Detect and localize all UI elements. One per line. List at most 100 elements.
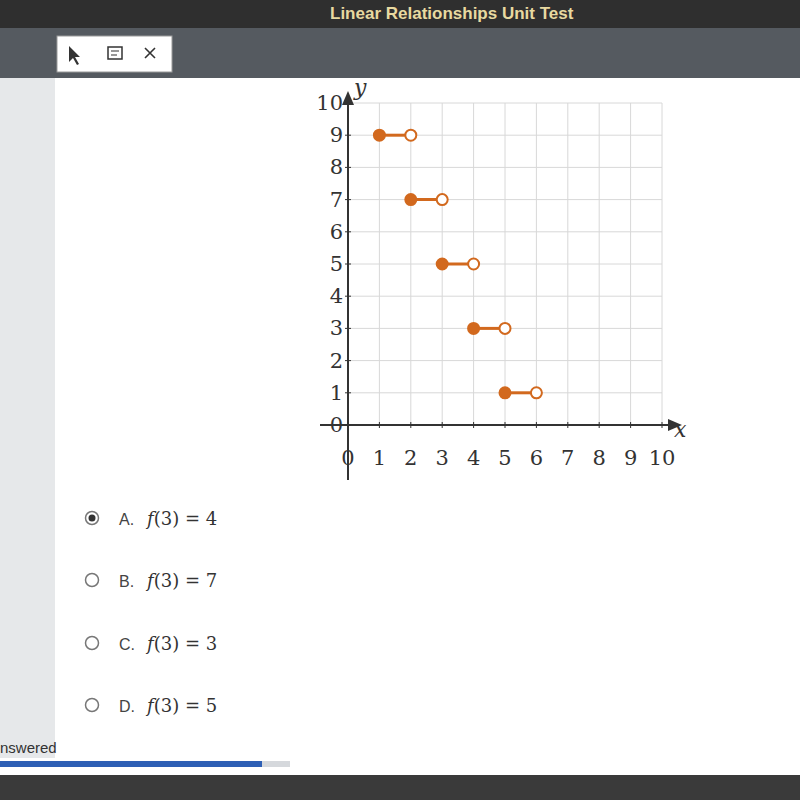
x-tick — [505, 422, 506, 428]
x-tick — [599, 422, 600, 428]
bottom-bar — [0, 775, 800, 800]
y-tick — [345, 360, 351, 361]
screen: Linear Relationships Unit Test0123456789… — [0, 0, 800, 800]
option-letter: A. — [119, 511, 134, 528]
toolbar — [0, 28, 800, 78]
x-tick — [536, 422, 537, 428]
y-tick — [345, 425, 351, 426]
y-tick-label: 2 — [330, 349, 343, 373]
y-tick-label: 0 — [330, 413, 343, 437]
x-tick-label: 6 — [530, 446, 543, 470]
option-text-part: (3) = 5 — [154, 695, 217, 716]
y-tick-label: 8 — [330, 155, 343, 179]
chart: 012345678910012345678910xy — [316, 75, 687, 480]
y-grid-line — [348, 103, 662, 104]
option-text-part: (3) = 3 — [154, 633, 217, 654]
open-dot — [405, 130, 416, 141]
y-tick-label: 1 — [330, 381, 343, 405]
y-tick-label: 4 — [330, 284, 343, 308]
closed-dot — [468, 323, 479, 334]
y-tick — [345, 231, 351, 232]
page: Linear Relationships Unit Test0123456789… — [0, 0, 800, 800]
background — [0, 0, 800, 800]
x-tick-label: 8 — [593, 446, 606, 470]
y-tick-label: 9 — [330, 123, 343, 147]
x-tick-label: 9 — [624, 446, 637, 470]
progress-track — [0, 761, 290, 767]
option-text-part: (3) = 7 — [154, 570, 217, 591]
x-tick-label: 10 — [649, 446, 676, 470]
sidebar — [0, 78, 55, 758]
x-tick — [379, 422, 380, 428]
y-grid-line — [348, 360, 662, 361]
progress-fill — [0, 761, 262, 767]
open-dot — [500, 323, 511, 334]
x-tick — [662, 422, 663, 428]
x-tick-label: 1 — [373, 446, 386, 470]
y-tick — [345, 103, 351, 104]
y-tick-label: 7 — [330, 188, 343, 212]
y-tick — [345, 264, 351, 265]
option-text: f(3) = 5 — [145, 695, 217, 716]
x-axis-label: x — [674, 417, 687, 442]
x-axis — [320, 424, 672, 426]
x-tick — [630, 422, 631, 428]
y-tick — [345, 199, 351, 200]
x-tick-label: 3 — [436, 446, 449, 470]
closed-dot — [500, 387, 511, 398]
closed-dot — [405, 194, 416, 205]
y-tick-label: 10 — [316, 91, 343, 115]
y-grid-line — [348, 231, 662, 232]
y-tick-label: 6 — [330, 220, 343, 244]
option-letter: B. — [119, 573, 134, 590]
y-tick — [345, 167, 351, 168]
radio-button[interactable] — [86, 574, 99, 587]
x-tick — [442, 422, 443, 428]
option-text: f(3) = 7 — [145, 570, 217, 591]
x-tick-label: 2 — [404, 446, 417, 470]
radio-button[interactable] — [86, 637, 99, 650]
answer-option[interactable]: B. f(3) = 7 — [86, 570, 218, 591]
y-axis-label: y — [353, 75, 367, 100]
open-dot — [468, 259, 479, 270]
y-grid-line — [348, 135, 662, 136]
y-axis — [347, 101, 349, 480]
radio-selected — [89, 515, 96, 522]
open-dot — [437, 194, 448, 205]
y-grid-line — [348, 296, 662, 297]
option-text-part: (3) = 4 — [154, 508, 217, 529]
tool-group — [57, 36, 172, 72]
y-tick — [345, 328, 351, 329]
x-tick-label: 0 — [341, 446, 354, 470]
answer-option[interactable]: C. f(3) = 3 — [86, 633, 218, 654]
test-title: Linear Relationships Unit Test — [330, 4, 574, 23]
close-tool[interactable] — [145, 48, 155, 58]
radio-button[interactable] — [86, 512, 99, 525]
radio-button[interactable] — [86, 699, 99, 712]
y-axis-arrow — [342, 91, 354, 105]
y-tick-label: 3 — [330, 316, 343, 340]
option-letter: D. — [119, 698, 135, 715]
answer-option[interactable]: A. f(3) = 4 — [86, 508, 218, 529]
y-grid-line — [348, 167, 662, 168]
y-grid-line — [348, 199, 662, 200]
title-bar — [0, 0, 800, 28]
option-text: f(3) = 3 — [145, 633, 217, 654]
pointer-tool[interactable] — [69, 46, 80, 65]
status-text: nswered — [0, 739, 57, 756]
closed-dot — [374, 130, 385, 141]
y-grid-line — [348, 264, 662, 265]
answer-option[interactable]: D. f(3) = 5 — [86, 695, 218, 716]
x-tick — [473, 422, 474, 428]
step-marks — [374, 130, 542, 399]
note-tool[interactable] — [108, 47, 122, 59]
open-dot — [531, 387, 542, 398]
x-tick — [567, 422, 568, 428]
y-tick-label: 5 — [330, 252, 343, 276]
x-tick-label: 5 — [498, 446, 511, 470]
option-text: f(3) = 4 — [145, 508, 217, 529]
closed-dot — [437, 259, 448, 270]
x-tick-label: 7 — [561, 446, 574, 470]
option-letter: C. — [119, 636, 135, 653]
note-icon — [111, 51, 119, 55]
